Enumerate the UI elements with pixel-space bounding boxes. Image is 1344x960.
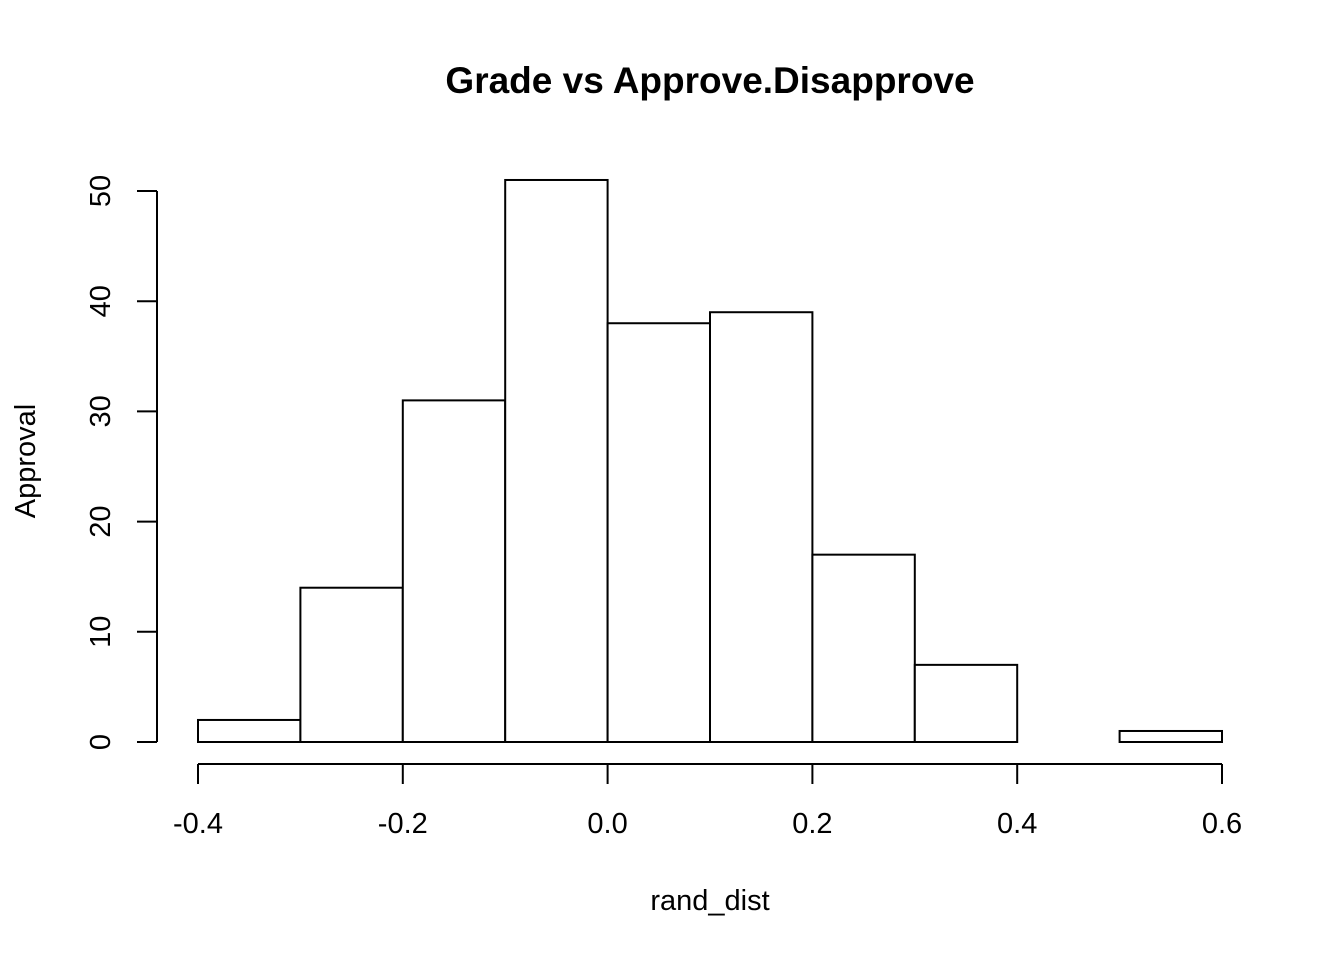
histogram-bar [709,311,814,743]
x-tick-label: -0.2 [378,808,428,840]
chart-title: Grade vs Approve.Disapprove [445,60,974,101]
x-tick-label: 0.6 [1202,808,1242,840]
histogram-bar [299,586,404,743]
y-axis: 0 10 20 30 40 50 [85,175,158,750]
y-tick-label: 0 [85,734,117,750]
x-axis-label: rand_dist [650,885,769,917]
x-tick-label: 0.2 [792,808,832,840]
histogram-bar [606,322,711,743]
y-tick-label: 50 [85,175,117,207]
histogram-bar [1118,729,1223,743]
histogram-bar [401,399,507,743]
y-tick-label: 30 [85,395,117,427]
y-tick-label: 10 [85,616,117,648]
histogram-bar [913,663,1019,743]
y-tick-label: 40 [85,285,117,317]
x-axis: -0.4 -0.2 0.0 0.2 0.4 0.6 [173,763,1242,840]
y-axis-label: Approval [10,404,42,518]
histogram-bar [811,553,916,743]
x-tick-label: 0.4 [997,808,1037,840]
y-tick-label: 20 [85,505,117,537]
x-tick-label: 0.0 [587,808,627,840]
x-tick-label: -0.4 [173,808,223,840]
histogram-bars [197,178,1223,744]
histogram-bar [197,718,302,744]
histogram-bar [504,178,609,744]
